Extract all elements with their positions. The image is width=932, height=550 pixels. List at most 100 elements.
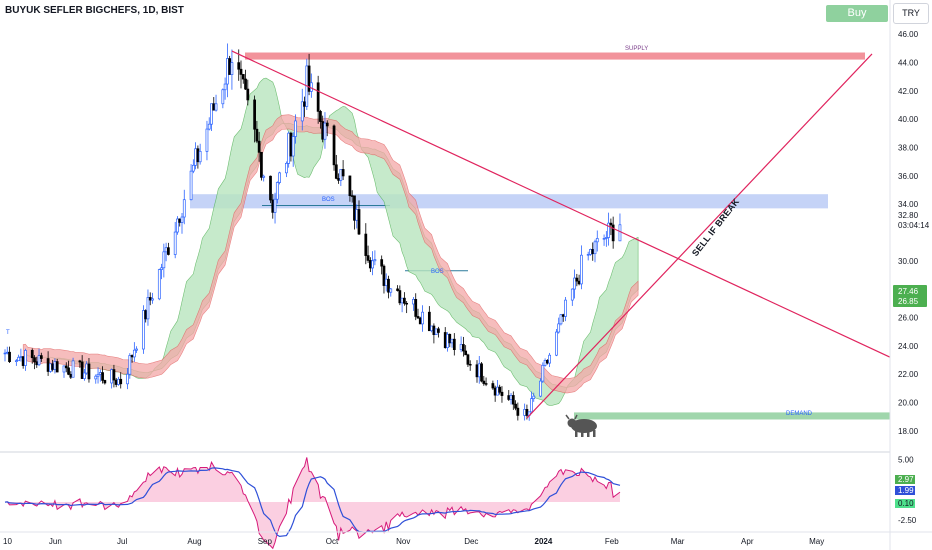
osc-value-3: 0.10 bbox=[898, 499, 914, 508]
candle-body bbox=[595, 238, 599, 243]
osc-value-2: 1.99 bbox=[898, 486, 914, 495]
ichimoku-cloud bbox=[22, 77, 639, 406]
candle-body bbox=[498, 386, 502, 393]
osc-badge-2 bbox=[895, 486, 915, 495]
candle-body bbox=[198, 151, 202, 163]
candle-body bbox=[39, 355, 43, 359]
candle-body bbox=[348, 175, 352, 197]
candle-body bbox=[14, 360, 18, 362]
candle-body bbox=[223, 83, 227, 91]
candle-body bbox=[491, 383, 495, 389]
candle-body bbox=[207, 123, 211, 130]
candle-body bbox=[577, 280, 581, 285]
candle-body bbox=[511, 395, 515, 405]
countdown-label: 03:04:14 bbox=[898, 221, 930, 230]
candle-body bbox=[580, 254, 583, 285]
oscillator-line bbox=[4, 457, 621, 550]
uptrend-line bbox=[526, 53, 873, 419]
x-tick-label: Aug bbox=[187, 537, 201, 546]
candle-body bbox=[294, 120, 297, 137]
x-tick-label: Sep bbox=[258, 537, 273, 546]
candle-body bbox=[300, 101, 304, 122]
candle-body bbox=[157, 269, 161, 300]
candle-body bbox=[450, 338, 454, 344]
candle-body bbox=[477, 363, 481, 378]
candle-body bbox=[189, 170, 193, 201]
candle-body bbox=[239, 68, 243, 75]
candle-body bbox=[19, 356, 23, 358]
candle-body bbox=[146, 297, 150, 320]
candle-body bbox=[500, 391, 504, 396]
y-tick-label: 20.00 bbox=[898, 398, 919, 407]
candle-body bbox=[573, 277, 576, 290]
cloud-badge bbox=[893, 285, 927, 307]
candle-body bbox=[539, 380, 542, 397]
candle-body bbox=[24, 349, 27, 366]
buy-button[interactable]: Buy bbox=[826, 5, 888, 22]
zones-layer bbox=[190, 52, 890, 420]
candle-body bbox=[126, 373, 129, 385]
currency-selector[interactable]: TRY bbox=[893, 3, 929, 24]
candle-body bbox=[414, 299, 418, 317]
candle-body bbox=[366, 255, 370, 261]
candle-body bbox=[226, 58, 229, 85]
candle-body bbox=[525, 409, 529, 416]
oscillator-area bbox=[5, 457, 620, 549]
candle-body bbox=[443, 332, 447, 349]
y-tick-label: 24.00 bbox=[898, 342, 919, 351]
candle-body bbox=[191, 164, 195, 172]
candle-body bbox=[303, 101, 306, 107]
candle-body bbox=[353, 195, 356, 221]
candle-body bbox=[357, 209, 361, 235]
candle-body bbox=[167, 247, 170, 255]
candle-body bbox=[307, 65, 311, 92]
candle-body bbox=[403, 297, 406, 304]
candle-body bbox=[509, 395, 513, 400]
candle-body bbox=[228, 58, 232, 75]
x-tick-label: Feb bbox=[605, 537, 619, 546]
candle-body bbox=[176, 218, 179, 233]
candle-body bbox=[214, 103, 218, 111]
candle-body bbox=[604, 237, 608, 239]
candle-body bbox=[427, 311, 431, 332]
candle-body bbox=[418, 317, 422, 325]
candle-body bbox=[103, 380, 107, 384]
candle-body bbox=[85, 363, 89, 374]
candle-body bbox=[398, 290, 402, 304]
candle-body bbox=[493, 387, 497, 396]
candle-body bbox=[337, 178, 340, 181]
x-tick-label: Jun bbox=[49, 537, 62, 546]
candle-body bbox=[557, 323, 561, 333]
candle-body bbox=[564, 299, 567, 317]
cloud-upper-label: 27.46 bbox=[898, 287, 919, 296]
candle-body bbox=[173, 231, 177, 255]
candle-body bbox=[135, 348, 138, 351]
candle-body bbox=[396, 288, 399, 291]
candle-body bbox=[593, 241, 597, 255]
candle-body bbox=[548, 354, 551, 364]
osc-y-tick-label: 5.00 bbox=[898, 455, 914, 464]
candle-body bbox=[602, 238, 606, 240]
candle-body bbox=[55, 361, 59, 373]
candle-body bbox=[144, 310, 148, 320]
demand-label: DEMAND bbox=[786, 411, 813, 417]
candle-body bbox=[5, 351, 9, 354]
candle-body bbox=[400, 297, 404, 304]
candle-body bbox=[180, 216, 184, 223]
supply-zone bbox=[245, 52, 865, 60]
candle-body bbox=[196, 148, 200, 163]
candle-body bbox=[112, 369, 116, 381]
candle-body bbox=[194, 148, 197, 166]
candle-body bbox=[269, 175, 272, 201]
y-tick-label: 42.00 bbox=[898, 87, 919, 96]
y-tick-label: 44.00 bbox=[898, 58, 919, 67]
candle-body bbox=[67, 367, 70, 375]
candle-body bbox=[46, 358, 50, 372]
candle-body bbox=[291, 136, 295, 157]
candle-body bbox=[71, 360, 75, 378]
osc-badge-3 bbox=[895, 499, 915, 508]
candle-body bbox=[278, 172, 281, 183]
bos-lower-label: BOS bbox=[431, 269, 444, 275]
candle-body bbox=[611, 224, 615, 242]
